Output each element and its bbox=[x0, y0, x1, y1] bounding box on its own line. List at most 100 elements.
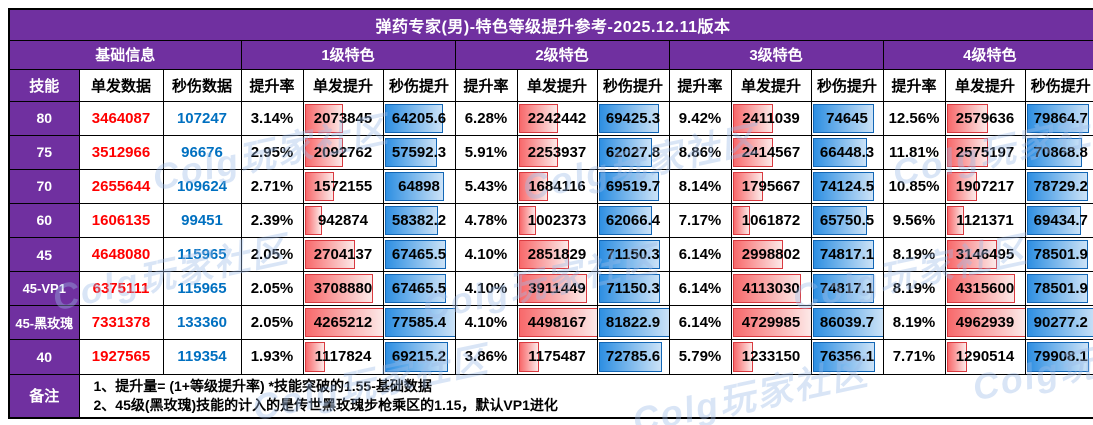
dps-increase-value: 74817.1 bbox=[819, 246, 875, 264]
single-increase-cell: 4729985 bbox=[730, 305, 812, 341]
dps-increase-value: 78501.9 bbox=[1033, 280, 1088, 298]
rate-cell: 4.10% bbox=[454, 236, 518, 273]
single-increase-value: 3708880 bbox=[313, 280, 373, 298]
blue-data-bar bbox=[598, 308, 668, 338]
red-data-bar bbox=[304, 171, 334, 201]
dps-increase-cell: 69215.2 bbox=[382, 339, 456, 375]
single-increase-value: 4729985 bbox=[741, 314, 801, 332]
dps-increase-value: 64205.6 bbox=[391, 109, 447, 127]
group-header-row: 基础信息 1级特色 2级特色 3级特色 4级特色 bbox=[8, 39, 1093, 70]
rate-cell: 2.95% bbox=[240, 134, 304, 170]
single-increase-cell: 2704137 bbox=[302, 236, 384, 273]
blue-data-bar bbox=[384, 342, 448, 372]
red-data-bar bbox=[518, 308, 596, 338]
dps-increase-cell: 58382.2 bbox=[382, 202, 456, 239]
dps-increase-value: 69434.7 bbox=[1033, 211, 1088, 229]
single-increase-value: 1061872 bbox=[741, 211, 801, 229]
red-data-bar bbox=[732, 103, 773, 133]
column-header-rate-l1: 提升率 bbox=[240, 68, 304, 102]
column-header-single-l3: 单发提升 bbox=[730, 68, 812, 102]
red-data-bar bbox=[946, 205, 965, 235]
single-increase-cell: 1061872 bbox=[730, 202, 812, 239]
single-increase-cell: 3708880 bbox=[302, 271, 384, 307]
base-dps-cell: 115965 bbox=[162, 236, 242, 273]
single-increase-cell: 4265212 bbox=[302, 305, 384, 341]
red-data-bar bbox=[732, 240, 783, 270]
single-increase-cell: 1907217 bbox=[944, 168, 1026, 204]
single-increase-cell: 2575197 bbox=[944, 134, 1026, 170]
rate-cell: 3.86% bbox=[454, 339, 518, 375]
dps-increase-value: 57592.3 bbox=[391, 143, 447, 161]
blue-data-bar bbox=[384, 137, 438, 167]
rate-cell: 7.71% bbox=[882, 339, 946, 375]
rate-cell: 2.05% bbox=[240, 236, 304, 273]
dps-increase-cell: 62066.4 bbox=[596, 202, 670, 239]
base-dps-cell: 107247 bbox=[162, 100, 242, 136]
rate-cell: 12.56% bbox=[882, 100, 946, 136]
single-increase-value: 1795667 bbox=[741, 177, 801, 195]
blue-data-bar bbox=[1026, 171, 1089, 201]
column-header-rate-l4: 提升率 bbox=[882, 68, 946, 102]
rate-cell: 7.17% bbox=[668, 202, 732, 239]
blue-data-bar bbox=[1026, 205, 1081, 235]
rate-cell: 5.43% bbox=[454, 168, 518, 204]
dps-increase-value: 79864.7 bbox=[1033, 109, 1088, 127]
red-data-bar bbox=[946, 274, 1016, 304]
dps-increase-value: 58382.2 bbox=[391, 211, 447, 229]
dps-increase-cell: 64898 bbox=[382, 168, 456, 204]
rate-cell: 9.42% bbox=[668, 100, 732, 136]
red-data-bar bbox=[946, 171, 977, 201]
single-increase-value: 4315600 bbox=[955, 280, 1015, 298]
rate-cell: 2.71% bbox=[240, 168, 304, 204]
single-increase-value: 2579636 bbox=[955, 109, 1015, 127]
dps-increase-value: 70868.8 bbox=[1033, 143, 1088, 161]
base-single-cell: 3464087 bbox=[78, 100, 164, 136]
note-line-1: 1、提升量= (1+等级提升率) *技能突破的1.55-基础数据 bbox=[93, 377, 432, 394]
red-data-bar bbox=[518, 103, 558, 133]
dps-increase-cell: 78729.2 bbox=[1024, 168, 1093, 204]
single-increase-cell: 1175487 bbox=[516, 339, 598, 375]
single-increase-cell: 2092762 bbox=[302, 134, 384, 170]
table-row: 70 2655644 109624 2.71% 1572155 64898 5.43% 168… bbox=[8, 168, 1093, 204]
dps-increase-cell: 79864.7 bbox=[1024, 100, 1093, 136]
dps-increase-value: 67465.5 bbox=[391, 246, 447, 264]
dps-increase-cell: 78501.9 bbox=[1024, 271, 1093, 307]
dps-increase-value: 76356.1 bbox=[819, 348, 875, 366]
base-dps-cell: 115965 bbox=[162, 271, 242, 307]
red-data-bar bbox=[946, 103, 988, 133]
table-row: 60 1606135 99451 2.39% 942874 58382.2 4.78% 100… bbox=[8, 202, 1093, 239]
base-single-cell: 2655644 bbox=[78, 168, 164, 204]
single-increase-cell: 3146495 bbox=[944, 236, 1026, 273]
base-single-cell: 7331378 bbox=[78, 305, 164, 341]
single-increase-value: 1117824 bbox=[314, 348, 372, 366]
single-increase-value: 4498167 bbox=[527, 314, 587, 332]
single-increase-cell: 2998802 bbox=[730, 236, 812, 273]
dps-increase-cell: 81822.9 bbox=[596, 305, 670, 341]
rate-cell: 8.19% bbox=[882, 236, 946, 273]
dps-increase-value: 66448.3 bbox=[819, 143, 875, 161]
red-data-bar bbox=[732, 342, 754, 372]
rate-cell: 8.19% bbox=[882, 271, 946, 307]
rate-cell: 2.05% bbox=[240, 271, 304, 307]
blue-data-bar bbox=[598, 171, 659, 201]
blue-data-bar bbox=[384, 171, 444, 201]
column-header-single-l2: 单发提升 bbox=[516, 68, 598, 102]
title-row: 弹药专家(男)-特色等级提升参考-2025.12.11版本 bbox=[8, 8, 1093, 41]
dps-increase-value: 62027.8 bbox=[605, 143, 661, 161]
blue-data-bar bbox=[812, 171, 874, 201]
blue-data-bar bbox=[384, 240, 447, 270]
red-data-bar bbox=[304, 308, 382, 338]
dps-increase-value: 74817.1 bbox=[819, 280, 875, 298]
rate-cell: 4.10% bbox=[454, 305, 518, 341]
single-increase-value: 1121371 bbox=[956, 211, 1014, 229]
red-data-bar bbox=[732, 137, 773, 167]
group-header-base-info: 基础信息 bbox=[8, 39, 242, 70]
base-single-cell: 6375111 bbox=[78, 271, 164, 307]
column-header-single-l4: 单发提升 bbox=[944, 68, 1026, 102]
blue-data-bar bbox=[384, 308, 454, 338]
blue-data-bar bbox=[1026, 103, 1089, 133]
single-increase-cell: 2579636 bbox=[944, 100, 1026, 136]
dps-increase-cell: 67465.5 bbox=[382, 271, 456, 307]
column-header-base-dps: 秒伤数据 bbox=[162, 68, 242, 102]
table-body: 80 3464087 107247 3.14% 2073845 64205.6 6.28% 2… bbox=[8, 100, 1093, 375]
